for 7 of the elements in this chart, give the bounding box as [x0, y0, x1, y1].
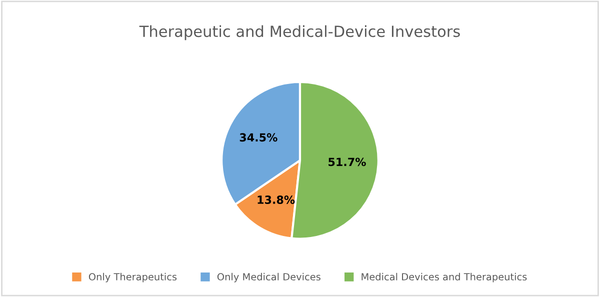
data-label: 51.7% — [328, 158, 366, 166]
legend-label: Only Medical Devices — [217, 272, 320, 282]
chart-title: Therapeutic and Medical-Device Investors — [139, 25, 460, 40]
data-label: 34.5% — [240, 133, 278, 142]
data-label: 13.8% — [258, 196, 295, 204]
legend-label: Only Therapeutics — [88, 272, 177, 282]
legend-label: Medical Devices and Therapeutics — [362, 272, 527, 282]
